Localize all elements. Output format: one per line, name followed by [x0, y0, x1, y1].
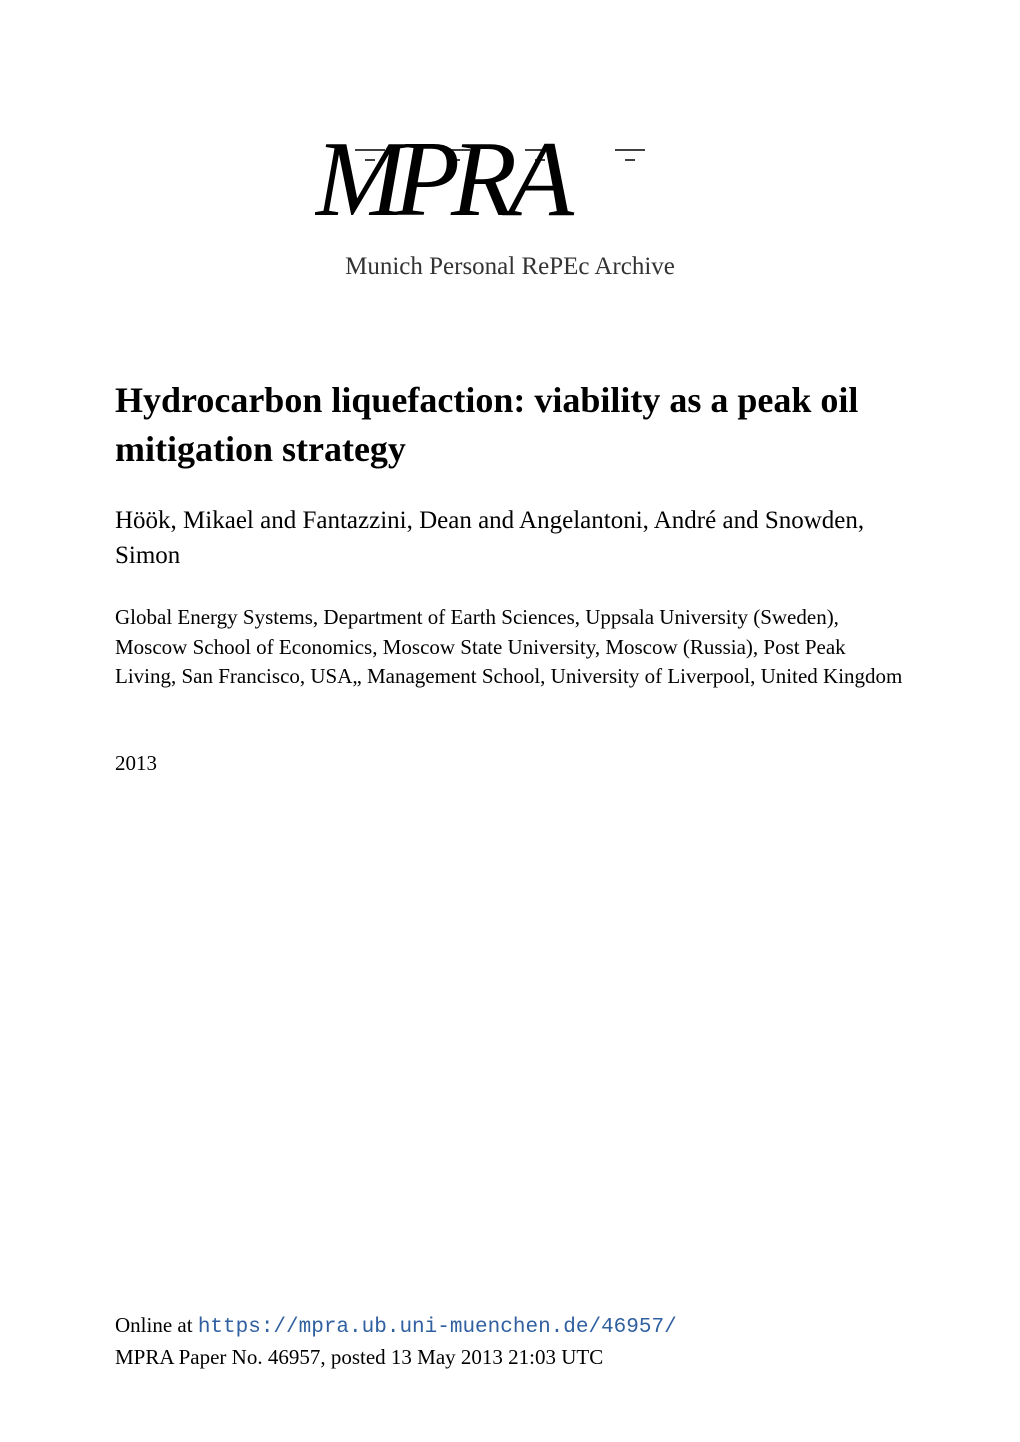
footer: Online at https://mpra.ub.uni-muenchen.d… — [115, 1311, 905, 1372]
paper-year: 2013 — [115, 751, 905, 776]
paper-affiliations: Global Energy Systems, Department of Ear… — [115, 603, 905, 691]
spacer — [115, 776, 905, 1311]
mpra-logo: MPRA Munich Personal RePEc Archive — [315, 120, 705, 281]
mpra-logo-svg: MPRA — [315, 120, 705, 240]
online-at-label: Online at — [115, 1313, 198, 1337]
paper-authors: Höök, Mikael and Fantazzini, Dean and An… — [115, 503, 905, 573]
logo-subtitle: Munich Personal RePEc Archive — [315, 253, 705, 281]
paper-title: Hydrocarbon liquefaction: viability as a… — [115, 376, 905, 473]
svg-text:MPRA: MPRA — [315, 120, 575, 239]
paper-url[interactable]: https://mpra.ub.uni-muenchen.de/46957/ — [198, 1316, 677, 1339]
logo-container: MPRA Munich Personal RePEc Archive — [115, 120, 905, 281]
footer-online-line: Online at https://mpra.ub.uni-muenchen.d… — [115, 1311, 905, 1342]
footer-paper-info: MPRA Paper No. 46957, posted 13 May 2013… — [115, 1343, 905, 1372]
page-container: MPRA Munich Personal RePEc Archive Hydro… — [0, 0, 1020, 1442]
